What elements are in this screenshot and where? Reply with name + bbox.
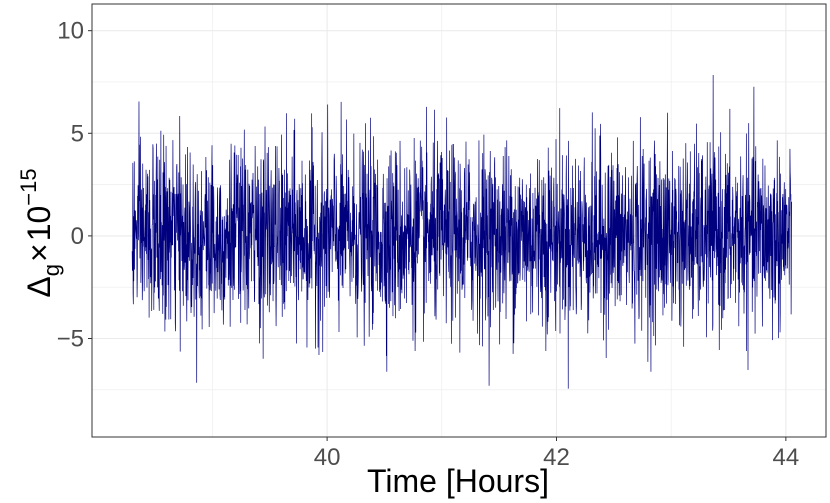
- y-axis-title: Δg ×10−15: [16, 168, 64, 297]
- x-tick-label: 44: [773, 444, 800, 471]
- series-line: [131, 75, 792, 389]
- x-tick-label: 40: [314, 444, 341, 471]
- x-axis-ticks: 40 42 44: [314, 437, 799, 471]
- y-axis-title-times: ×: [21, 243, 57, 262]
- y-tick-label: 10: [57, 18, 84, 45]
- x-tick-label: 42: [543, 444, 570, 471]
- y-tick-label: 0: [71, 223, 84, 250]
- y-tick-label: 5: [71, 120, 84, 147]
- data-layer: [131, 75, 792, 389]
- panel-border: [91, 3, 827, 438]
- y-axis-title-power-base: 10: [21, 206, 57, 242]
- y-axis-title-exponent: −15: [16, 168, 41, 205]
- x-axis-title: Time [Hours]: [367, 463, 549, 499]
- y-axis-title-subscript: g: [39, 264, 64, 276]
- y-axis-ticks: −5 0 5 10: [57, 18, 92, 352]
- y-axis-title-base: Δ: [21, 276, 57, 297]
- y-tick-label: −5: [57, 325, 84, 352]
